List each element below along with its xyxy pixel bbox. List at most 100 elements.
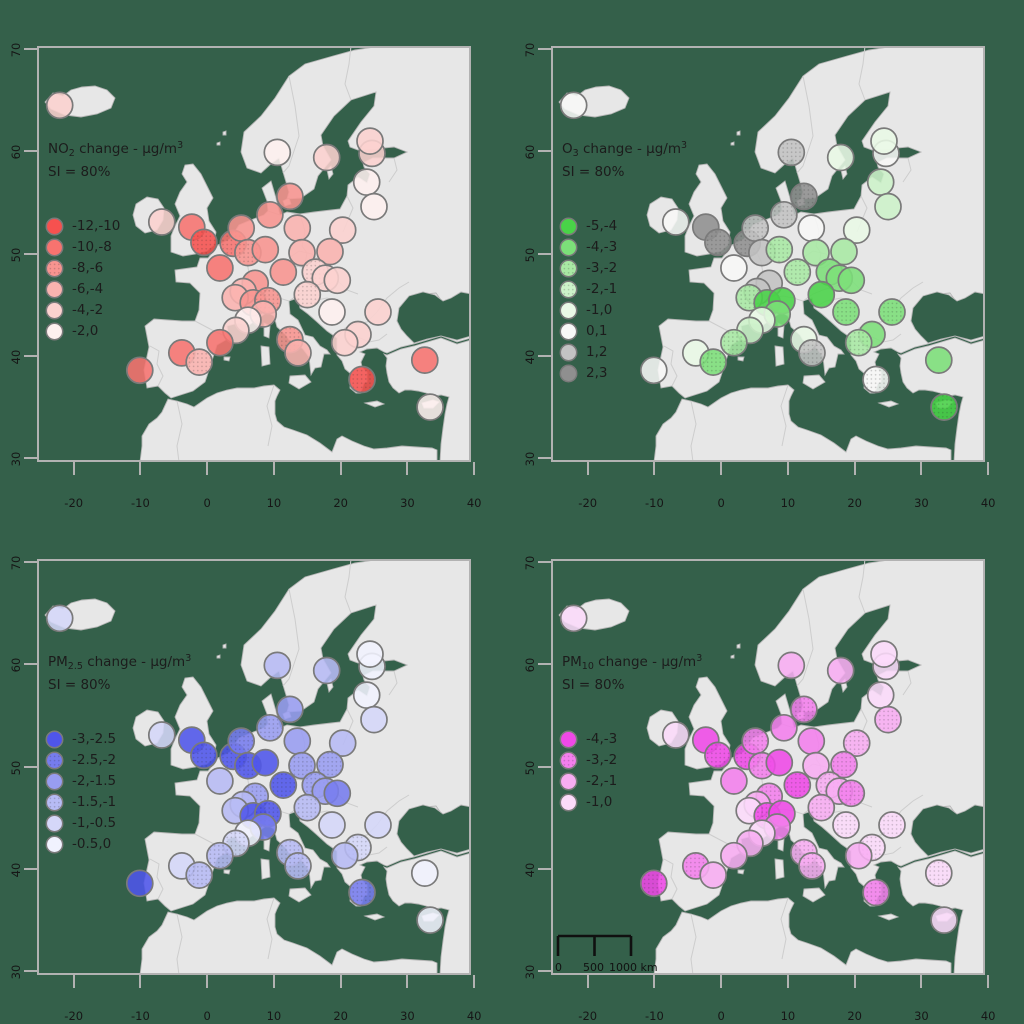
title-sub: 3 bbox=[572, 148, 579, 159]
title-sup: 3 bbox=[696, 653, 703, 664]
si-label: SI = 80% bbox=[48, 164, 111, 180]
bubble-berlin bbox=[283, 727, 312, 755]
y-axis-label: 40 bbox=[523, 862, 537, 878]
x-axis-tick bbox=[139, 462, 142, 475]
y-axis-tick bbox=[24, 970, 37, 973]
title-sub: 2.5 bbox=[67, 661, 83, 672]
x-axis-label: 20 bbox=[333, 1009, 348, 1023]
bubble-reykjavik bbox=[45, 604, 74, 633]
legend-item: -5,-4 bbox=[559, 216, 617, 237]
x-axis-label: -10 bbox=[131, 1009, 150, 1023]
y-axis-tick bbox=[538, 252, 551, 255]
bubble-lisbon bbox=[125, 356, 154, 385]
bubble-thessaloniki bbox=[844, 841, 873, 870]
panel-o3: O3 change - µg/m3 SI = 80% -5,-4 -4,-3 -3,-2… bbox=[523, 43, 995, 510]
legend-item: 2,3 bbox=[559, 363, 617, 384]
legend-swatch-icon bbox=[45, 793, 64, 812]
x-axis-tick bbox=[473, 975, 476, 988]
bubble-stockholm bbox=[826, 143, 855, 172]
x-axis-tick bbox=[206, 975, 209, 988]
x-axis-label: 30 bbox=[914, 1009, 929, 1023]
x-axis-label: 10 bbox=[266, 496, 282, 510]
bubble-oslo bbox=[263, 138, 292, 167]
scalebar-label: 500 bbox=[583, 961, 604, 974]
x-axis-tick bbox=[72, 462, 75, 475]
bubble-reykjavik bbox=[559, 604, 588, 633]
bubble-paris bbox=[720, 254, 748, 282]
legend-bin-label: -3,-2.5 bbox=[72, 730, 117, 747]
legend-bin-label: -2,-1.5 bbox=[72, 772, 117, 789]
bubble-paris bbox=[720, 767, 748, 795]
legend-swatch-icon bbox=[45, 730, 64, 749]
bubble-prague bbox=[288, 238, 316, 267]
bubble-tallinn bbox=[870, 127, 898, 155]
legend-bin-label: -1,0 bbox=[586, 301, 613, 318]
site-bubbles bbox=[559, 604, 958, 934]
bubble-paris bbox=[206, 767, 234, 795]
legend-bin-label: -5,-4 bbox=[586, 217, 618, 234]
legend-swatch-icon bbox=[45, 238, 64, 257]
x-axis-label: 10 bbox=[780, 496, 796, 510]
legend-bin-label: -2,-1 bbox=[586, 772, 618, 789]
bubble-riga bbox=[866, 681, 895, 709]
bubble-nicosia bbox=[416, 906, 444, 934]
x-axis-label: 30 bbox=[400, 1009, 415, 1023]
bubble-nicosia bbox=[930, 906, 958, 934]
legend-bin-label: -4,-3 bbox=[586, 238, 618, 255]
bubble-krakow bbox=[316, 237, 344, 266]
bubble-riga bbox=[866, 168, 895, 196]
bubble-ankara bbox=[924, 346, 953, 374]
y-axis-label: 50 bbox=[523, 247, 537, 262]
si-label: SI = 80% bbox=[48, 677, 111, 693]
bubble-amsterdam bbox=[227, 214, 256, 242]
legend-item: -8,-6 bbox=[45, 258, 120, 279]
x-axis-label: 40 bbox=[980, 1009, 996, 1023]
legend-bin-label: -4,-2 bbox=[72, 301, 104, 318]
si-label: SI = 80% bbox=[562, 164, 625, 180]
europe-map bbox=[558, 561, 983, 973]
x-axis-tick bbox=[406, 462, 409, 475]
bubble-warsaw bbox=[328, 216, 357, 244]
y-axis-tick bbox=[24, 457, 37, 460]
legend-bin-label: -3,-2 bbox=[586, 259, 618, 276]
bubble-zagreb bbox=[807, 280, 836, 309]
x-axis-label: 10 bbox=[266, 1009, 282, 1023]
legend-item: -10,-8 bbox=[45, 237, 120, 258]
x-axis-label: 30 bbox=[400, 496, 415, 510]
x-axis-label: 40 bbox=[466, 496, 482, 510]
legend-item: -2,-1 bbox=[559, 279, 617, 300]
bubble-budapest bbox=[323, 779, 352, 808]
bubble-budapest bbox=[837, 266, 866, 295]
x-axis-label: 20 bbox=[847, 496, 862, 510]
x-axis-tick bbox=[720, 462, 723, 475]
x-axis-label: 40 bbox=[980, 496, 996, 510]
y-axis-tick bbox=[538, 867, 551, 870]
bubble-thessaloniki bbox=[330, 328, 359, 357]
bubble-belgrade bbox=[318, 298, 346, 326]
legend-bin-label: -2,-1 bbox=[586, 280, 618, 297]
legend-bin-label: -4,-3 bbox=[586, 730, 618, 747]
legend-bin-label: -1.5,-1 bbox=[72, 793, 117, 810]
x-axis-label: -20 bbox=[64, 1009, 84, 1023]
legend-swatch-icon bbox=[559, 364, 578, 383]
bubble-hamburg bbox=[770, 713, 798, 742]
bubble-frankfurt bbox=[251, 748, 280, 777]
y-axis-tick bbox=[538, 354, 551, 357]
legend-bin-label: -0.5,0 bbox=[72, 835, 112, 852]
legend-swatch-icon bbox=[559, 322, 578, 341]
black-sea bbox=[396, 804, 469, 857]
x-axis-tick bbox=[920, 975, 923, 988]
bubble-dublin bbox=[147, 208, 176, 236]
y-axis-tick bbox=[538, 48, 551, 51]
x-axis-tick bbox=[853, 462, 856, 475]
legend-item: -3,-2.5 bbox=[45, 729, 116, 750]
legend-swatch-icon bbox=[45, 280, 64, 299]
bubble-munich bbox=[269, 258, 298, 286]
y-axis-tick bbox=[538, 663, 551, 666]
x-axis-tick bbox=[653, 462, 656, 475]
legend-bin-label: -10,-8 bbox=[72, 238, 112, 255]
x-axis-label: 0 bbox=[203, 1009, 211, 1023]
panel-pm10: PM10 change - µg/m3 SI = 80% -4,-3 -3,-2 -2,… bbox=[523, 556, 995, 1023]
bubble-reykjavik bbox=[45, 91, 74, 120]
bubble-stockholm bbox=[826, 656, 855, 685]
